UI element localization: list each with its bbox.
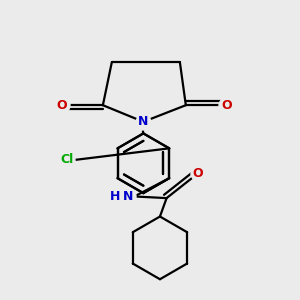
Text: Cl: Cl (60, 154, 74, 166)
Text: O: O (57, 99, 68, 112)
Text: N: N (138, 115, 148, 128)
Text: N: N (123, 190, 134, 203)
Text: O: O (193, 167, 203, 180)
Text: H: H (110, 190, 120, 203)
Text: O: O (221, 99, 232, 112)
